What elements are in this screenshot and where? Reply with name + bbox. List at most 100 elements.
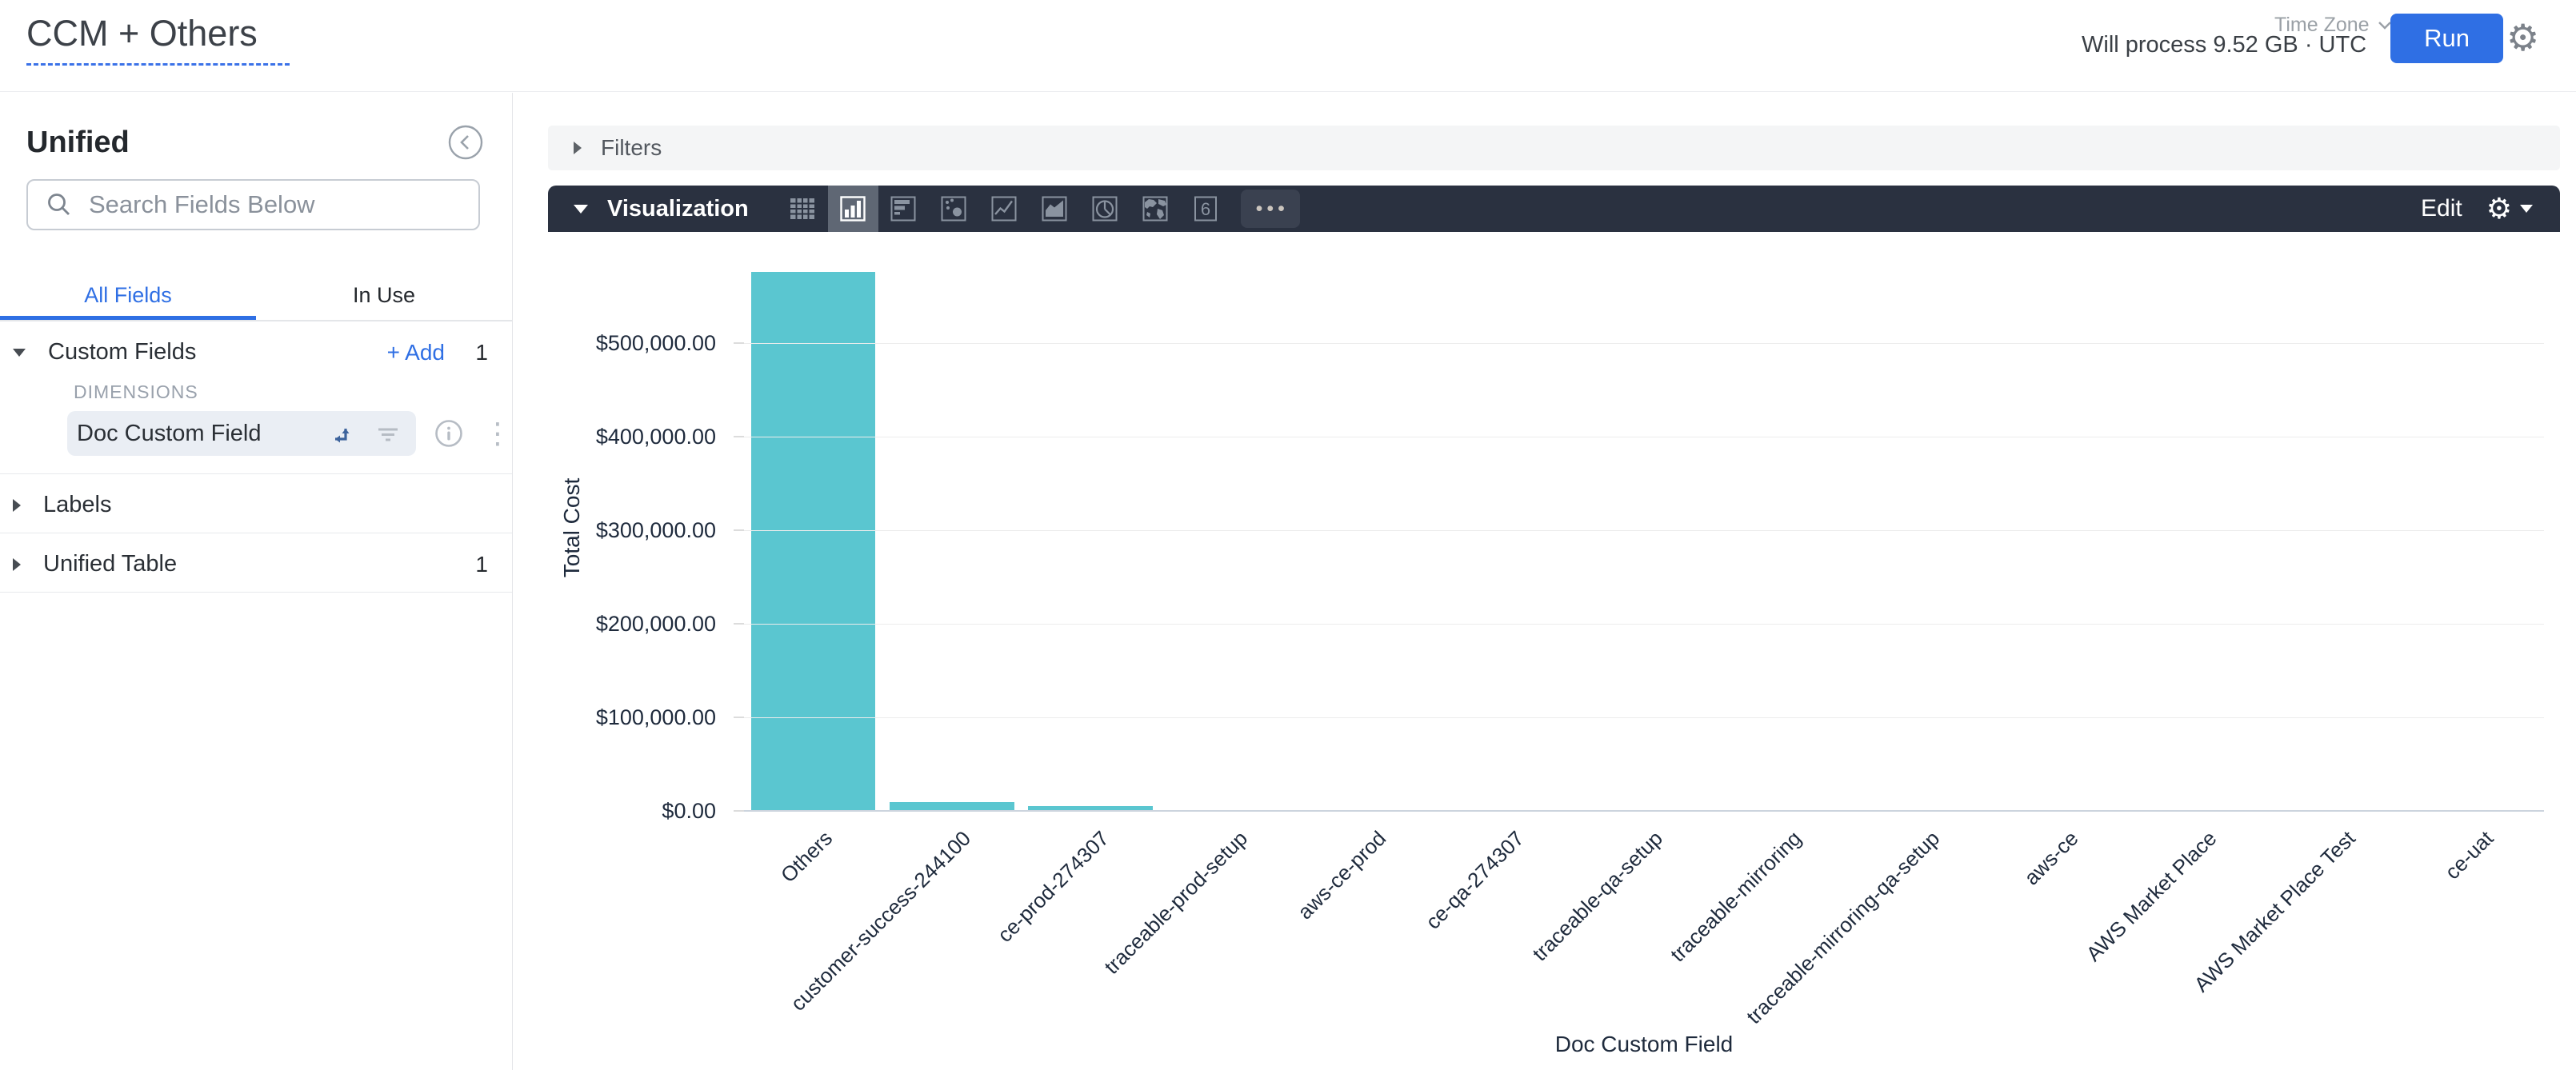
dimensions-group-label: DIMENSIONS bbox=[74, 381, 198, 402]
top-bar: CCM + Others Will process 9.52 GB · UTC … bbox=[0, 0, 2576, 92]
plot-area: Others customer-success-244100 ce-prod-274… bbox=[734, 240, 2544, 1028]
tab-all-fields[interactable]: All Fields bbox=[0, 275, 256, 320]
x-axis-label: Others bbox=[775, 826, 837, 888]
y-axis-label: $200,000.00 bbox=[595, 612, 716, 636]
y-axis-label: $100,000.00 bbox=[595, 705, 716, 729]
search-input[interactable] bbox=[89, 190, 478, 219]
process-info: Will process 9.52 GB · UTC bbox=[2082, 32, 2367, 58]
y-tick-mark bbox=[734, 342, 744, 344]
x-axis-label: ce-qa-274307 bbox=[1421, 826, 1530, 934]
y-axis-labels: $0.00 $100,000.00 $200,000.00 $300,000.00 $4… bbox=[513, 240, 716, 823]
field-doc-custom-field[interactable]: Doc Custom Field bbox=[67, 411, 416, 456]
bar-slot: traceable-qa-setup bbox=[1528, 240, 1713, 966]
pie-chart-type-icon[interactable] bbox=[1080, 186, 1130, 232]
y-axis-label: $500,000.00 bbox=[595, 331, 716, 355]
triangle-right-icon bbox=[574, 142, 582, 154]
triangle-right-icon bbox=[13, 498, 21, 512]
section-label: Custom Fields bbox=[48, 339, 197, 365]
time-zone-label: Time Zone bbox=[2274, 14, 2370, 36]
y-axis-label: $300,000.00 bbox=[595, 518, 716, 542]
add-custom-field-button[interactable]: + Add bbox=[386, 339, 445, 365]
pivot-icon[interactable] bbox=[328, 420, 355, 447]
gridline bbox=[744, 624, 2544, 625]
triangle-down-icon bbox=[2520, 205, 2533, 213]
bars-container: Others customer-success-244100 ce-prod-274… bbox=[744, 240, 2544, 1028]
x-axis-label: ce-uat bbox=[2440, 826, 2498, 884]
y-tick-mark bbox=[734, 436, 744, 437]
bar-slot: AWS Market Place bbox=[2082, 240, 2267, 966]
gridline bbox=[744, 717, 2544, 718]
bar-slot: AWS Market Place Test bbox=[2189, 240, 2406, 996]
x-axis-label: AWS Market Place Test bbox=[2189, 826, 2360, 997]
gridline bbox=[744, 343, 2544, 344]
x-axis-label: traceable-mirroring bbox=[1665, 826, 1806, 967]
more-chart-types-button[interactable]: ••• bbox=[1240, 190, 1300, 228]
section-labels[interactable]: Labels bbox=[0, 474, 512, 533]
unified-table-count: 1 bbox=[475, 551, 488, 577]
x-axis-label: traceable-qa-setup bbox=[1527, 826, 1668, 966]
column-chart-type-icon[interactable] bbox=[827, 186, 878, 232]
scatter-chart-type-icon[interactable] bbox=[929, 186, 979, 232]
filters-expander[interactable]: Filters bbox=[548, 126, 2560, 170]
x-axis-title: Doc Custom Field bbox=[1554, 1032, 1734, 1056]
divider bbox=[0, 592, 512, 593]
field-row: Doc Custom Field bbox=[67, 411, 512, 456]
visualization-bar: Visualization 6 ••• Edit ⚙ bbox=[548, 186, 2560, 232]
filters-label: Filters bbox=[601, 135, 662, 160]
gridline bbox=[744, 530, 2544, 531]
area-chart-type-icon[interactable] bbox=[1030, 186, 1080, 232]
gear-icon: ⚙ bbox=[2486, 192, 2512, 225]
chart-bar[interactable] bbox=[1027, 806, 1153, 812]
section-custom-fields[interactable]: Custom Fields + Add 1 bbox=[0, 321, 512, 380]
triangle-right-icon bbox=[13, 557, 21, 571]
chart-bar[interactable] bbox=[750, 272, 876, 812]
bar-slot: ce-qa-274307 bbox=[1421, 240, 1574, 934]
table-chart-type-icon[interactable] bbox=[778, 186, 828, 232]
triangle-down-icon bbox=[13, 348, 26, 357]
x-axis-label: ce-prod-274307 bbox=[992, 826, 1114, 948]
settings-gear-icon[interactable]: ⚙ bbox=[2506, 17, 2540, 58]
viz-settings-gear-icon[interactable]: ⚙ bbox=[2486, 192, 2533, 226]
x-axis-label: AWS Market Place bbox=[2081, 826, 2222, 966]
x-axis-label: traceable-prod-setup bbox=[1099, 826, 1252, 979]
section-unified-table[interactable]: Unified Table 1 bbox=[0, 533, 512, 592]
bar-slot: aws-ce-prod bbox=[1293, 240, 1436, 924]
collapse-panel-icon[interactable] bbox=[448, 125, 483, 160]
bar-slot: traceable-prod-setup bbox=[1099, 240, 1298, 979]
chart-type-list: 6 bbox=[778, 186, 1231, 232]
section-label: Labels bbox=[43, 492, 112, 517]
y-axis-label: $400,000.00 bbox=[595, 425, 716, 449]
field-name: Doc Custom Field bbox=[77, 420, 262, 446]
divider bbox=[0, 473, 512, 474]
bar-slot: traceable-mirroring-qa-setup bbox=[1742, 240, 1990, 1028]
y-tick-mark bbox=[734, 529, 744, 531]
y-tick-mark bbox=[734, 717, 744, 718]
bar-slot: ce-uat bbox=[2406, 240, 2544, 884]
triangle-down-icon[interactable] bbox=[574, 204, 588, 214]
chart-region: Total Cost $0.00 $100,000.00 $200,000.00 $3… bbox=[513, 232, 2576, 1070]
edit-button[interactable]: Edit bbox=[2421, 195, 2462, 222]
y-axis-label: $0.00 bbox=[662, 799, 716, 823]
chevron-down-icon bbox=[2378, 22, 2391, 30]
field-search[interactable] bbox=[26, 179, 480, 230]
filter-icon[interactable] bbox=[374, 420, 402, 447]
chart-bar[interactable] bbox=[889, 802, 1014, 812]
run-button[interactable]: Run bbox=[2390, 14, 2503, 63]
bar-slot: aws-ce bbox=[1990, 240, 2129, 889]
bar-slot: customer-success-244100 bbox=[786, 240, 1021, 1016]
bar-chart-type-icon[interactable] bbox=[878, 186, 929, 232]
line-chart-type-icon[interactable] bbox=[979, 186, 1030, 232]
gridline bbox=[744, 810, 2544, 812]
page-title[interactable]: CCM + Others bbox=[26, 13, 290, 66]
tab-in-use[interactable]: In Use bbox=[352, 283, 416, 307]
single-value-chart-type-icon[interactable]: 6 bbox=[1181, 186, 1231, 232]
field-menu-icon[interactable]: ⋮ bbox=[483, 417, 512, 449]
panel-title: Unified bbox=[26, 125, 130, 159]
fields-tabs: All Fields In Use bbox=[0, 275, 512, 321]
visualization-label: Visualization bbox=[607, 195, 749, 222]
info-icon[interactable] bbox=[434, 418, 464, 449]
map-chart-type-icon[interactable] bbox=[1130, 186, 1181, 232]
time-zone-selector[interactable]: Time Zone bbox=[2274, 14, 2392, 37]
y-tick-mark bbox=[734, 623, 744, 625]
